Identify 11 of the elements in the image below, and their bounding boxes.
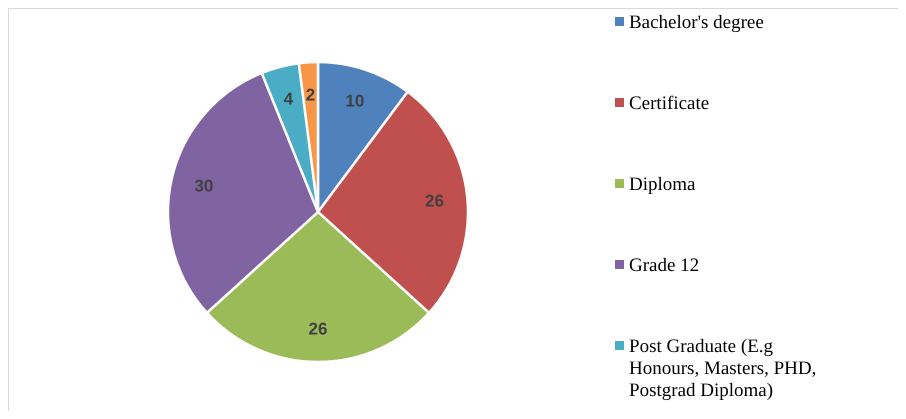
legend-label: Bachelor's degree <box>629 12 764 32</box>
legend-label: Diploma <box>629 174 696 194</box>
legend-label: Post Graduate (E.g Honours, Masters, PHD, Postgrad Diploma) <box>629 336 816 400</box>
legend-label: Grade 12 <box>629 254 700 276</box>
data-label: 30 <box>194 176 214 196</box>
data-label: 26 <box>425 191 444 210</box>
data-label: 2 <box>306 86 316 105</box>
data-label: 26 <box>308 320 328 338</box>
data-label: 10 <box>345 91 364 110</box>
data-label: 4 <box>284 89 294 108</box>
legend-label: Certificate <box>629 92 710 114</box>
